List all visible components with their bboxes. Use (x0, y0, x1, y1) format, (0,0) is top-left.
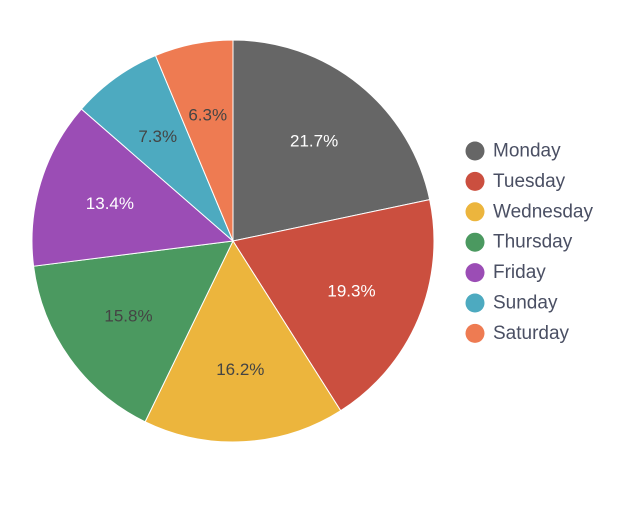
legend-swatch-tuesday (465, 171, 485, 191)
slice-label-wednesday: 16.2% (216, 360, 264, 379)
legend-item-friday[interactable]: Friday (465, 262, 547, 283)
legend-swatch-monday (465, 141, 485, 161)
pie-slice-monday[interactable] (232, 39, 431, 242)
legend-label-sunday: Sunday (493, 293, 558, 314)
pie-slices (31, 39, 435, 443)
legend-swatch-thursday (465, 232, 485, 252)
chart-legend: Monday Tuesday Wednesday Thursday Friday Sund… (465, 141, 594, 344)
pie-slice-saturday[interactable] (154, 39, 234, 242)
legend-swatch-sunday (465, 293, 485, 313)
slice-label-saturday: 6.3% (188, 105, 227, 124)
slice-label-sunday: 7.3% (138, 127, 177, 146)
legend-swatch-saturday (465, 323, 485, 343)
pie-slice-tuesday[interactable] (232, 199, 435, 412)
legend-swatch-friday (465, 263, 485, 283)
legend-label-monday: Monday (493, 141, 561, 162)
pie-slice-labels: 21.7% 19.3% 16.2% 15.8% 13.4% 7.3% 6.3% (86, 105, 376, 379)
slice-label-friday: 13.4% (86, 194, 134, 213)
legend-label-thursday: Thursday (493, 232, 573, 253)
legend-item-tuesday[interactable]: Tuesday (465, 171, 566, 192)
legend-label-saturday: Saturday (493, 323, 570, 344)
legend-label-friday: Friday (493, 262, 546, 283)
pie-slice-friday[interactable] (31, 108, 235, 267)
pie-slice-thursday[interactable] (33, 240, 234, 423)
legend-label-wednesday: Wednesday (493, 201, 593, 222)
legend-item-wednesday[interactable]: Wednesday (465, 201, 594, 222)
legend-item-sunday[interactable]: Sunday (465, 293, 558, 314)
legend-item-monday[interactable]: Monday (465, 141, 562, 162)
pie-slice-wednesday[interactable] (144, 239, 342, 443)
legend-label-tuesday: Tuesday (493, 171, 566, 192)
legend-item-thursday[interactable]: Thursday (465, 232, 573, 253)
slice-label-thursday: 15.8% (104, 307, 152, 326)
legend-swatch-wednesday (465, 202, 485, 222)
slice-label-tuesday: 19.3% (327, 282, 375, 301)
legend-item-saturday[interactable]: Saturday (465, 323, 570, 344)
slice-label-monday: 21.7% (290, 132, 338, 151)
